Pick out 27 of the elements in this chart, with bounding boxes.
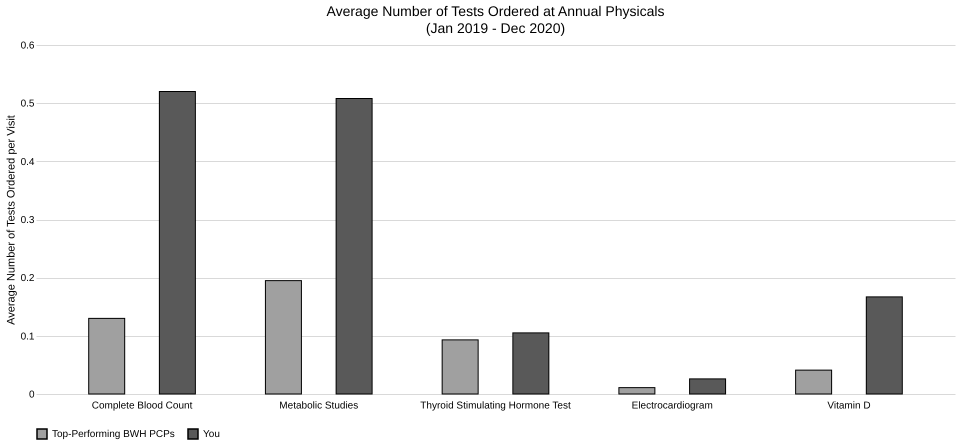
y-axis-title: Average Number of Tests Ordered per Visit [6,115,18,325]
x-tick-label: Metabolic Studies [279,400,358,412]
x-tick-label: Thyroid Stimulating Hormone Test [420,400,571,412]
legend-label: Top-Performing BWH PCPs [52,429,175,440]
y-tick-label: 0.3 [20,215,35,226]
bar [795,370,832,394]
bar [158,91,196,394]
bar [689,378,726,394]
bar [264,280,302,394]
y-tick-label: 0.4 [20,156,35,168]
y-tick-label: 0.2 [20,273,35,284]
bar [618,387,656,394]
y-tick-label: 0 [28,390,35,400]
legend-label: You [203,429,220,440]
chart-title: Average Number of Tests Ordered at Annual Physicals [326,3,664,19]
y-tick-label: 0.1 [20,331,35,342]
chart-subtitle: (Jan 2019 - Dec 2020) [426,20,566,36]
bar [88,318,126,394]
x-tick-label: Electrocardiogram [632,400,713,412]
y-tick-label: 0.5 [20,98,35,110]
bar [336,98,373,394]
bar [866,296,903,394]
x-tick-label: Vitamin D [827,400,871,412]
x-tick-label: Complete Blood Count [92,400,193,412]
y-tick-label: 0.6 [20,40,35,52]
bar [442,339,479,394]
bar [512,332,550,394]
